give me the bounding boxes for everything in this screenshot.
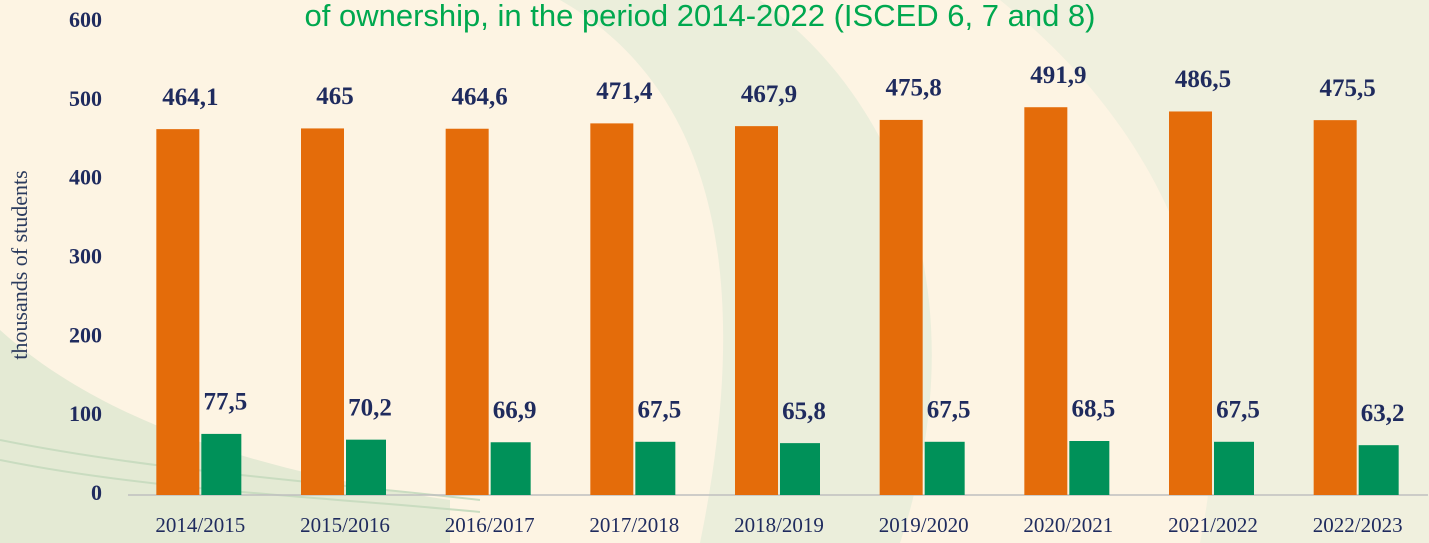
bar <box>879 119 923 495</box>
bar <box>590 123 634 495</box>
y-tick-label: 300 <box>69 244 102 269</box>
bar <box>201 433 242 495</box>
x-tick-label: 2018/2019 <box>734 513 824 537</box>
data-label: 486,5 <box>1175 66 1231 93</box>
data-label: 63,2 <box>1361 400 1405 427</box>
x-tick-label: 2015/2016 <box>300 513 390 537</box>
bar <box>490 442 531 495</box>
y-tick-label: 200 <box>69 322 102 347</box>
x-tick-label: 2017/2018 <box>589 513 679 537</box>
y-tick-label: 100 <box>69 401 102 426</box>
bar <box>346 439 386 495</box>
bar <box>1214 441 1254 495</box>
data-label: 464,6 <box>452 83 508 110</box>
data-label: 464,1 <box>162 84 218 111</box>
bar <box>1313 120 1357 496</box>
x-tick-label: 2016/2017 <box>445 513 535 537</box>
data-label: 467,9 <box>741 81 797 108</box>
bar <box>635 441 676 495</box>
data-label: 475,8 <box>886 75 942 102</box>
x-tick-label: 2020/2021 <box>1023 513 1113 537</box>
data-label: 67,5 <box>927 397 971 424</box>
chart-title: of ownership, in the period 2014-2022 (I… <box>305 0 1096 33</box>
data-label: 68,5 <box>1071 396 1115 423</box>
bar <box>1024 107 1068 495</box>
data-label: 465 <box>316 83 354 110</box>
bar <box>1169 111 1212 495</box>
bar <box>301 128 344 496</box>
bar <box>780 443 820 495</box>
bar <box>445 128 489 495</box>
data-label: 471,4 <box>596 78 653 105</box>
data-label: 77,5 <box>203 389 247 416</box>
data-label: 66,9 <box>493 397 537 424</box>
x-tick-label: 2019/2020 <box>879 513 969 537</box>
x-tick-label: 2022/2023 <box>1313 513 1403 537</box>
bar <box>156 129 200 495</box>
data-label: 491,9 <box>1030 62 1086 89</box>
data-label: 70,2 <box>348 394 392 421</box>
bar <box>1358 445 1399 495</box>
data-label: 67,5 <box>637 397 681 424</box>
data-label: 65,8 <box>782 398 826 425</box>
y-tick-label: 400 <box>69 165 102 190</box>
y-tick-label: 500 <box>69 86 102 111</box>
x-tick-label: 2014/2015 <box>155 513 245 537</box>
bar <box>1069 440 1110 495</box>
data-label: 475,5 <box>1320 75 1376 102</box>
y-tick-label: 600 <box>69 7 102 32</box>
bar <box>735 126 778 496</box>
y-axis-label: thousands of students <box>7 170 32 359</box>
bar <box>924 441 965 495</box>
data-label: 67,5 <box>1216 397 1260 424</box>
x-tick-label: 2021/2022 <box>1168 513 1258 537</box>
y-tick-label: 0 <box>91 480 102 505</box>
